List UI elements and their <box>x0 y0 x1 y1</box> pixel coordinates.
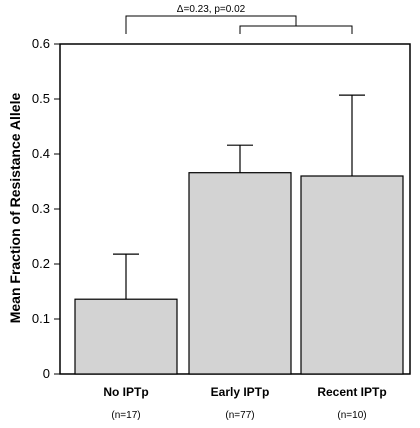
y-tick-label: 0.6 <box>32 36 50 51</box>
y-axis: 0 0.1 0.2 0.3 0.4 0.5 0.6 <box>32 36 60 381</box>
y-tick-label: 0.1 <box>32 311 50 326</box>
y-tick-label: 0 <box>43 366 50 381</box>
sample-size-label: (n=10) <box>337 410 366 421</box>
y-axis-label: Mean Fraction of Resistance Allele <box>7 93 23 324</box>
x-tick-label: Recent IPTp <box>317 385 386 399</box>
bar <box>300 175 404 375</box>
significance-bracket <box>125 15 353 34</box>
bracket-no-vs-iptp <box>125 15 297 34</box>
bar <box>74 298 178 375</box>
y-tick-label: 0.3 <box>32 201 50 216</box>
y-tick-label: 0.5 <box>32 91 50 106</box>
x-axis: No IPTp (n=17) Early IPTp (n=77) Recent IPTp… <box>103 385 386 421</box>
bar <box>188 172 292 375</box>
significance-annotation: Δ=0.23, p=0.02 <box>177 4 246 15</box>
bracket-early-recent <box>239 25 353 34</box>
x-tick-label: No IPTp <box>103 385 148 399</box>
x-tick-label: Early IPTp <box>211 385 270 399</box>
bars <box>74 94 404 375</box>
sample-size-label: (n=17) <box>111 410 140 421</box>
sample-size-label: (n=77) <box>225 410 254 421</box>
y-tick-label: 0.4 <box>32 146 50 161</box>
y-tick-label: 0.2 <box>32 256 50 271</box>
